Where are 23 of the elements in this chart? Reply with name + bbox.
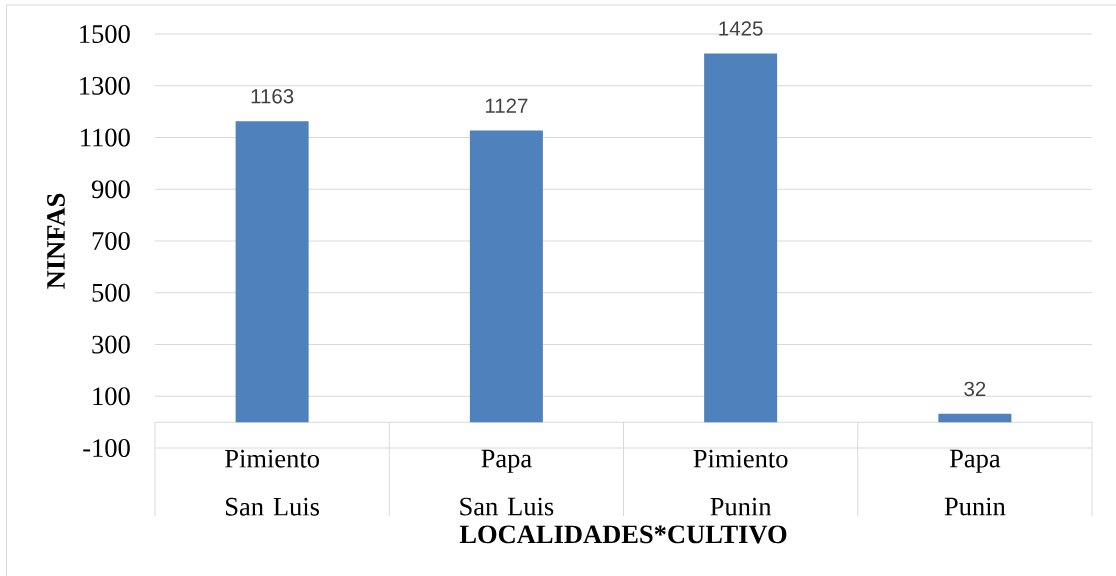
y-tick-label: 1500 [80, 25, 130, 43]
y-tick-label: 1300 [80, 76, 130, 95]
data-label: 1425 [719, 21, 763, 36]
bar [235, 121, 309, 423]
y-axis-title: NINFAS [47, 193, 65, 289]
bar [469, 130, 543, 423]
y-tick-label: -100 [83, 439, 130, 457]
bar [938, 413, 1012, 423]
data-label: 32 [964, 381, 986, 397]
x-axis-title: LOCALIDADES*CULTIVO [459, 525, 787, 544]
data-label: 1163 [251, 88, 294, 104]
y-tick-label: 100 [93, 387, 130, 406]
y-tick-label: 900 [91, 180, 130, 199]
data-label: 1127 [485, 98, 528, 113]
y-tick-label: 500 [92, 283, 130, 302]
x-tick-label: Papa Punin [944, 449, 1006, 516]
y-tick-label: 700 [92, 232, 130, 250]
y-tick-label: 300 [92, 335, 130, 354]
x-tick-label: Papa San Luis [460, 449, 554, 516]
x-tick-label: Pimiento Punin [693, 449, 788, 516]
y-tick-label: 1100 [81, 128, 130, 147]
bar [704, 53, 778, 423]
x-tick-label: Pimiento San Luis [225, 449, 320, 516]
